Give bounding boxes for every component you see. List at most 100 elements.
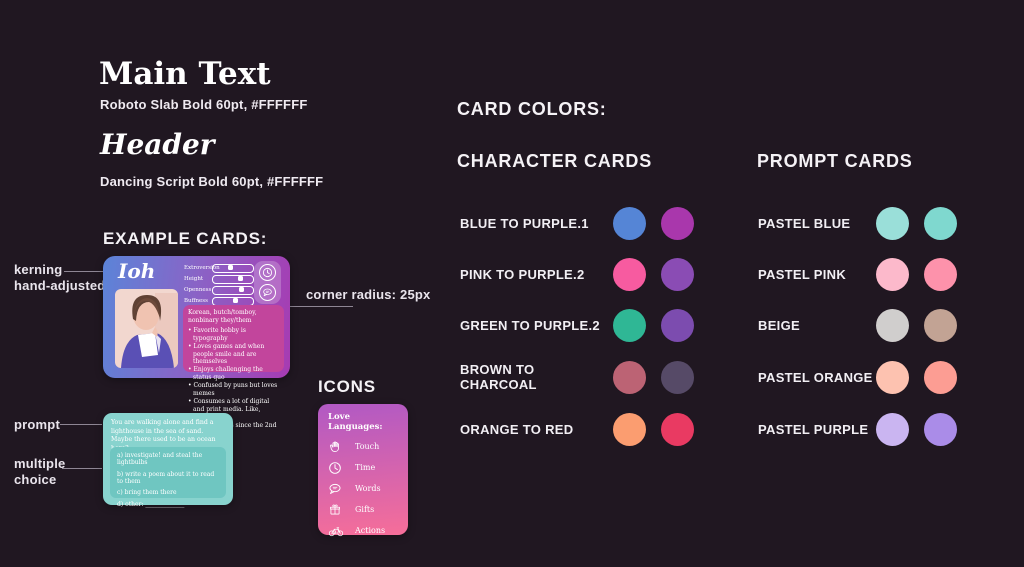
love-language-item: Actions	[328, 524, 398, 537]
color-swatch	[613, 206, 646, 240]
love-language-label: Words	[355, 484, 381, 493]
slider-knob[interactable]	[233, 298, 238, 303]
header-caption: Dancing Script Bold 60pt, #FFFFFF	[100, 174, 324, 189]
color-row-label: GREEN TO PURPLE.2	[460, 317, 600, 333]
kerning-annotation: kerning hand-adjusted	[14, 262, 105, 294]
color-swatch	[924, 360, 957, 394]
character-description-bullet: Enjoys challenging the status quo	[188, 366, 279, 382]
header-title: Header	[100, 128, 215, 161]
color-swatch	[876, 206, 909, 240]
love-languages-title: Love Languages:	[328, 412, 383, 432]
slider-row-extroversion: Extroversion	[184, 263, 254, 273]
slider-label: Extroversion	[184, 265, 220, 271]
character-cards-heading: CHARACTER CARDS	[457, 151, 652, 171]
prompt-connector-line	[60, 424, 102, 425]
color-swatch	[661, 360, 694, 394]
main-text-caption: Roboto Slab Bold 60pt, #FFFFFF	[100, 97, 308, 112]
character-description-bullet: Confused by puns but loves memes	[188, 382, 279, 398]
color-swatch	[924, 412, 957, 446]
slider-label: Height	[184, 276, 204, 282]
multiple-choice-box: a) investigate! and steal the lightbulbs…	[110, 447, 226, 508]
clock-icon[interactable]	[259, 264, 276, 281]
color-row: PASTEL PINK	[758, 257, 957, 291]
icons-heading: ICONS	[318, 377, 376, 396]
character-description-intro: Korean, butch/tomboy, nonbinary they/the…	[188, 309, 257, 324]
kerning-annotation-line1: kerning	[14, 262, 63, 277]
multiple-choice-annotation-line2: choice	[14, 472, 57, 487]
kerning-annotation-line2: hand-adjusted	[14, 278, 106, 293]
color-row-label: PASTEL PINK	[758, 266, 847, 282]
color-row: BROWN TO CHARCOAL	[460, 360, 694, 394]
color-swatch	[661, 206, 694, 240]
prompt-cards-heading: PROMPT CARDS	[757, 151, 913, 171]
character-description-bullet: Favorite hobby is typography	[188, 327, 279, 343]
color-swatch	[876, 360, 909, 394]
choice-option-a[interactable]: a) investigate! and steal the lightbulbs	[117, 452, 203, 466]
love-language-item: Words	[328, 482, 398, 495]
example-cards-heading: EXAMPLE CARDS:	[103, 229, 268, 248]
color-row: PASTEL ORANGE	[758, 360, 957, 394]
love-language-label: Touch	[355, 442, 380, 451]
color-row: PASTEL PURPLE	[758, 412, 957, 446]
slider-row-openness: Openness	[184, 285, 254, 295]
slider-knob[interactable]	[228, 265, 234, 270]
color-row: ORANGE TO RED	[460, 412, 694, 446]
color-row-label: PASTEL ORANGE	[758, 369, 873, 385]
love-language-label: Gifts	[355, 505, 375, 514]
character-description-box: Korean, butch/tomboy, nonbinary they/the…	[183, 305, 284, 437]
slider-track[interactable]	[212, 263, 254, 273]
color-row-label: PINK TO PURPLE.2	[460, 266, 585, 282]
love-language-item: Time	[328, 461, 398, 474]
color-row: BLUE TO PURPLE.1	[460, 206, 694, 240]
color-row-label: PASTEL BLUE	[758, 215, 851, 231]
slider-knob[interactable]	[237, 276, 243, 281]
main-text-title: Main Text	[99, 56, 271, 92]
love-language-item: Gifts	[328, 503, 398, 516]
color-row: GREEN TO PURPLE.2	[460, 308, 694, 342]
color-row-label: PASTEL PURPLE	[758, 421, 869, 437]
color-swatch	[924, 206, 957, 240]
choice-option-b[interactable]: b) write a poem about it to read to them	[117, 470, 215, 485]
card-colors-heading: CARD COLORS:	[457, 99, 607, 119]
color-row-label: BEIGE	[758, 317, 800, 333]
color-swatch	[924, 257, 957, 291]
love-language-item: Touch	[328, 440, 398, 453]
color-row-label: ORANGE TO RED	[460, 421, 574, 437]
choice-option-c[interactable]: c) bring them there	[117, 489, 177, 496]
color-swatch	[876, 308, 909, 342]
color-swatch	[924, 308, 957, 342]
speech-bubble-icon[interactable]	[259, 284, 276, 301]
bicycle-icon	[328, 525, 344, 537]
slider-track[interactable]	[212, 274, 254, 284]
slider-label: Openness	[184, 287, 212, 293]
color-row: PASTEL BLUE	[758, 206, 957, 240]
multiple-choice-annotation-line1: multiple	[14, 456, 66, 471]
color-row-label: BLUE TO PURPLE.1	[460, 215, 589, 231]
corner-radius-annotation: corner radius: 25px	[306, 287, 431, 302]
color-row-label: BROWN TO CHARCOAL	[460, 362, 537, 392]
prompt-annotation: prompt	[14, 417, 60, 432]
character-portrait	[115, 289, 178, 368]
character-example-card: Ioh Extroversion Height	[103, 256, 290, 437]
love-language-label: Time	[355, 463, 376, 472]
hand-icon	[328, 440, 344, 454]
corner-radius-connector-line	[289, 306, 353, 307]
character-description-bullet: Loves games and when people smile and ar…	[188, 343, 279, 367]
card-icon-pill	[254, 261, 281, 304]
slider-label: Buffness	[184, 298, 208, 304]
clock-icon	[328, 461, 344, 475]
kerning-connector-line	[64, 271, 104, 272]
slider-track[interactable]	[212, 285, 254, 295]
slider-row-height: Height	[184, 274, 254, 284]
color-swatch	[613, 412, 646, 446]
slider-knob[interactable]	[239, 287, 244, 292]
color-row: PINK TO PURPLE.2	[460, 257, 694, 291]
color-swatch	[613, 257, 646, 291]
color-swatch	[661, 308, 694, 342]
color-swatch	[613, 360, 646, 394]
love-languages-card: Love Languages: Touch Time Words Gifts	[318, 404, 408, 537]
multiple-choice-annotation: multiple choice	[14, 456, 65, 488]
choice-option-d[interactable]: d) other: _____________	[117, 500, 185, 508]
color-swatch	[876, 257, 909, 291]
